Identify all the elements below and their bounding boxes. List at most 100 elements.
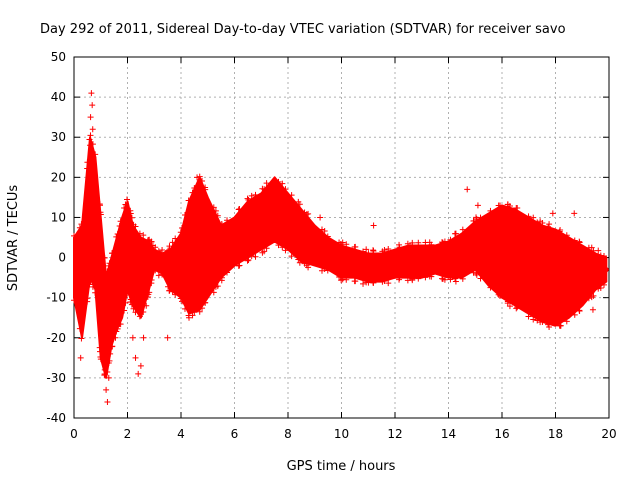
data-point-marker: [396, 241, 403, 248]
data-point-marker: [179, 298, 186, 305]
data-point-marker: [136, 313, 143, 320]
data-point-marker: [235, 262, 242, 269]
data-point-marker: [385, 245, 392, 252]
data-point-marker: [202, 184, 209, 191]
data-point-marker: [224, 269, 231, 276]
data-point-marker: [105, 262, 112, 269]
data-point-marker: [81, 246, 88, 253]
data-point-marker: [452, 230, 459, 237]
data-point-marker: [71, 232, 78, 239]
data-point-marker: [103, 386, 110, 393]
data-point-marker: [218, 220, 225, 227]
data-point-marker: [474, 202, 481, 209]
data-point-marker: [363, 246, 370, 253]
data-point-marker: [497, 202, 504, 209]
data-point-marker: [601, 253, 608, 260]
y-tick-label: -10: [46, 291, 66, 305]
data-point-marker: [248, 253, 255, 260]
x-tick-label: 12: [387, 427, 402, 441]
data-point-marker: [146, 289, 153, 296]
data-point-marker: [404, 240, 411, 247]
data-point-marker: [385, 280, 392, 287]
data-series-secondary-track: [446, 218, 609, 285]
data-point-marker: [185, 197, 192, 204]
data-point-marker: [96, 202, 103, 209]
data-point-marker: [155, 248, 162, 255]
data-point-marker: [109, 343, 116, 350]
data-point-marker: [370, 279, 377, 286]
data-point-marker: [296, 201, 303, 208]
data-point-marker: [212, 207, 219, 214]
data-point-marker: [365, 250, 372, 257]
data-point-marker: [549, 210, 556, 217]
data-point-marker: [218, 277, 225, 284]
data-point-marker: [343, 276, 350, 283]
data-point-marker: [447, 236, 454, 243]
data-point-marker: [132, 223, 139, 230]
chart-title: Day 292 of 2011, Sidereal Day-to-day VTE…: [40, 22, 566, 37]
data-point-marker: [101, 366, 108, 373]
data-point-marker: [130, 305, 137, 312]
data-point-marker: [79, 314, 86, 321]
x-tick-label: 16: [494, 427, 509, 441]
data-point-marker: [244, 257, 251, 264]
data-point-marker: [210, 204, 217, 211]
data-point-marker: [259, 249, 266, 256]
data-point-marker: [127, 207, 134, 214]
data-point-marker: [556, 228, 563, 235]
y-axis-title: SDTVAR / TECUs: [6, 185, 21, 292]
data-point-marker: [571, 237, 578, 244]
data-point-marker: [252, 191, 259, 198]
y-tick-label: 30: [51, 130, 66, 144]
data-point-marker: [107, 350, 114, 357]
data-point-marker: [122, 201, 129, 208]
data-point-marker: [477, 214, 484, 221]
data-point-marker: [148, 238, 155, 245]
data-point-marker: [409, 277, 416, 284]
data-series-SDTVAR-band: [71, 132, 608, 379]
data-point-marker: [75, 302, 82, 309]
data-point-marker: [84, 214, 91, 221]
x-tick-label: 18: [548, 427, 563, 441]
data-point-marker: [576, 307, 583, 314]
data-point-marker: [601, 281, 608, 288]
data-point-marker: [124, 196, 131, 203]
data-point-marker: [473, 270, 480, 277]
data-point-marker: [370, 222, 377, 229]
data-point-marker: [90, 154, 97, 161]
data-point-marker: [101, 372, 108, 379]
data-point-marker: [91, 182, 98, 189]
data-point-marker: [113, 233, 120, 240]
data-point-marker: [97, 211, 104, 218]
data-point-marker: [447, 276, 454, 283]
data-point-marker: [214, 283, 221, 290]
data-point-marker: [546, 221, 553, 228]
data-point-marker: [563, 318, 570, 325]
data-point-marker: [324, 233, 331, 240]
data-point-marker: [210, 289, 217, 296]
data-point-marker: [282, 247, 289, 254]
data-track-line: [446, 218, 609, 285]
data-point-marker: [155, 272, 162, 279]
data-point-marker: [557, 322, 564, 329]
data-point-marker: [189, 312, 196, 319]
data-point-marker: [101, 254, 108, 261]
data-point-marker: [189, 189, 196, 196]
data-point-marker: [77, 354, 84, 361]
data-point-marker: [117, 218, 124, 225]
data-series-outliers: [75, 174, 596, 341]
data-point-marker: [409, 239, 416, 246]
data-point-marker: [202, 299, 209, 306]
data-point-marker: [545, 321, 552, 328]
data-point-marker: [97, 356, 104, 363]
data-point-marker: [452, 278, 459, 285]
data-point-marker: [194, 174, 201, 181]
y-tick-label: 50: [51, 50, 66, 64]
data-point-marker: [177, 229, 184, 236]
data-point-marker: [504, 201, 511, 208]
data-point-marker: [439, 275, 446, 282]
data-point-marker: [381, 246, 388, 253]
data-point-marker: [506, 303, 513, 310]
data-point-marker: [172, 235, 179, 242]
